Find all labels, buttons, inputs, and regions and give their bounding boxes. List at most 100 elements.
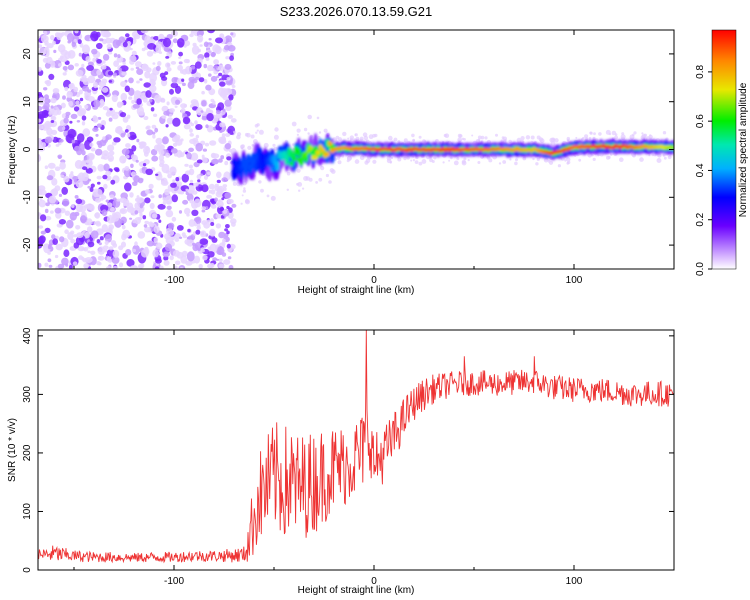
- noise-speck: [145, 168, 153, 175]
- halo-speck: [566, 157, 571, 162]
- noise-speck: [223, 44, 230, 51]
- halo-speck: [480, 135, 485, 140]
- halo-speck: [431, 160, 435, 163]
- noise-speck: [70, 238, 76, 244]
- noise-speck: [75, 198, 83, 205]
- halo-speck: [457, 137, 463, 142]
- noise-speck: [171, 77, 178, 84]
- halo-speck: [508, 139, 512, 144]
- noise-speck: [143, 115, 149, 121]
- noise-speck: [224, 99, 232, 107]
- noise-speck: [70, 230, 75, 235]
- noise-speck: [125, 33, 130, 38]
- noise-speck: [131, 50, 137, 56]
- noise-speck: [155, 65, 161, 72]
- halo-speck: [484, 136, 488, 140]
- noise-speck: [144, 197, 151, 204]
- noise-speck: [136, 138, 140, 143]
- halo-speck: [477, 135, 482, 140]
- noise-speck: [195, 229, 201, 235]
- noise-speck: [187, 81, 195, 90]
- noise-speck: [181, 232, 186, 237]
- noise-speck: [166, 201, 171, 205]
- noise-speck: [140, 30, 149, 34]
- noise-speck: [219, 138, 227, 145]
- noise-speck: [205, 57, 210, 61]
- noise-speck: [111, 256, 120, 264]
- noise-speck: [38, 44, 43, 49]
- noise-speck: [166, 101, 170, 106]
- y-tick-label: 0: [22, 567, 33, 573]
- halo-speck: [461, 160, 467, 166]
- halo-speck: [471, 134, 474, 137]
- noise-speck: [216, 179, 221, 184]
- noise-speck: [196, 159, 203, 164]
- noise-speck: [188, 147, 195, 152]
- noise-speck: [130, 134, 137, 140]
- noise-speck: [211, 237, 218, 243]
- noise-speck: [166, 205, 172, 210]
- noise-speck: [215, 37, 223, 44]
- noise-speck: [158, 194, 162, 199]
- ridge-blob: [325, 151, 330, 157]
- ridge-blob: [284, 159, 290, 165]
- noise-speck: [178, 56, 182, 59]
- halo-speck: [232, 181, 237, 186]
- noise-speck: [87, 185, 91, 189]
- noise-speck: [206, 113, 214, 122]
- noise-speck: [187, 184, 195, 194]
- noise-speck: [122, 41, 128, 48]
- ridge-blob: [286, 148, 292, 155]
- noise-speck: [186, 152, 192, 160]
- noise-speck: [40, 34, 49, 43]
- noise-speck: [196, 174, 202, 180]
- noise-speck: [125, 154, 130, 159]
- noise-speck: [195, 76, 200, 81]
- halo-speck: [236, 182, 241, 187]
- noise-speck: [106, 266, 111, 269]
- noise-speck: [165, 124, 169, 128]
- noise-speck: [90, 183, 95, 188]
- halo-speck: [363, 135, 369, 141]
- noise-speck: [225, 224, 230, 229]
- noise-speck: [51, 178, 58, 186]
- halo-speck: [317, 135, 321, 140]
- noise-speck: [184, 239, 191, 245]
- noise-speck: [50, 97, 57, 104]
- noise-speck: [139, 144, 144, 150]
- halo-speck: [386, 158, 392, 164]
- halo-speck: [459, 134, 463, 138]
- ridge-blob: [313, 155, 318, 161]
- noise-speck: [38, 118, 42, 123]
- halo-speck: [372, 133, 376, 138]
- noise-speck: [138, 209, 142, 214]
- noise-speck: [111, 141, 117, 146]
- noise-speck: [40, 214, 47, 222]
- noise-speck: [52, 238, 58, 246]
- noise-speck: [158, 149, 165, 156]
- noise-speck: [113, 53, 118, 58]
- noise-speck: [51, 234, 56, 240]
- figure-title: S233.2026.070.13.59.G21: [280, 4, 433, 19]
- noise-speck: [192, 242, 196, 246]
- noise-speckle: [38, 30, 237, 269]
- noise-speck: [43, 102, 50, 110]
- noise-speck: [153, 113, 158, 118]
- snr-axes: -100 0 100 0 100 200 300 400: [22, 327, 675, 587]
- noise-speck: [175, 99, 181, 105]
- halo-speck: [393, 137, 398, 142]
- noise-speck: [46, 175, 54, 181]
- noise-speck: [215, 110, 221, 115]
- noise-speck: [96, 69, 102, 76]
- noise-speck: [122, 61, 126, 65]
- noise-speck: [75, 203, 83, 213]
- noise-speck: [168, 108, 175, 113]
- noise-speck: [128, 96, 133, 100]
- halo-speck: [418, 161, 423, 166]
- noise-speck: [149, 84, 157, 93]
- halo-speck: [547, 159, 551, 163]
- noise-speck: [171, 216, 177, 222]
- snr-panel: -100 0 100 0 100 200 300 400 Height of straight…: [7, 327, 675, 596]
- halo-speck: [539, 138, 545, 144]
